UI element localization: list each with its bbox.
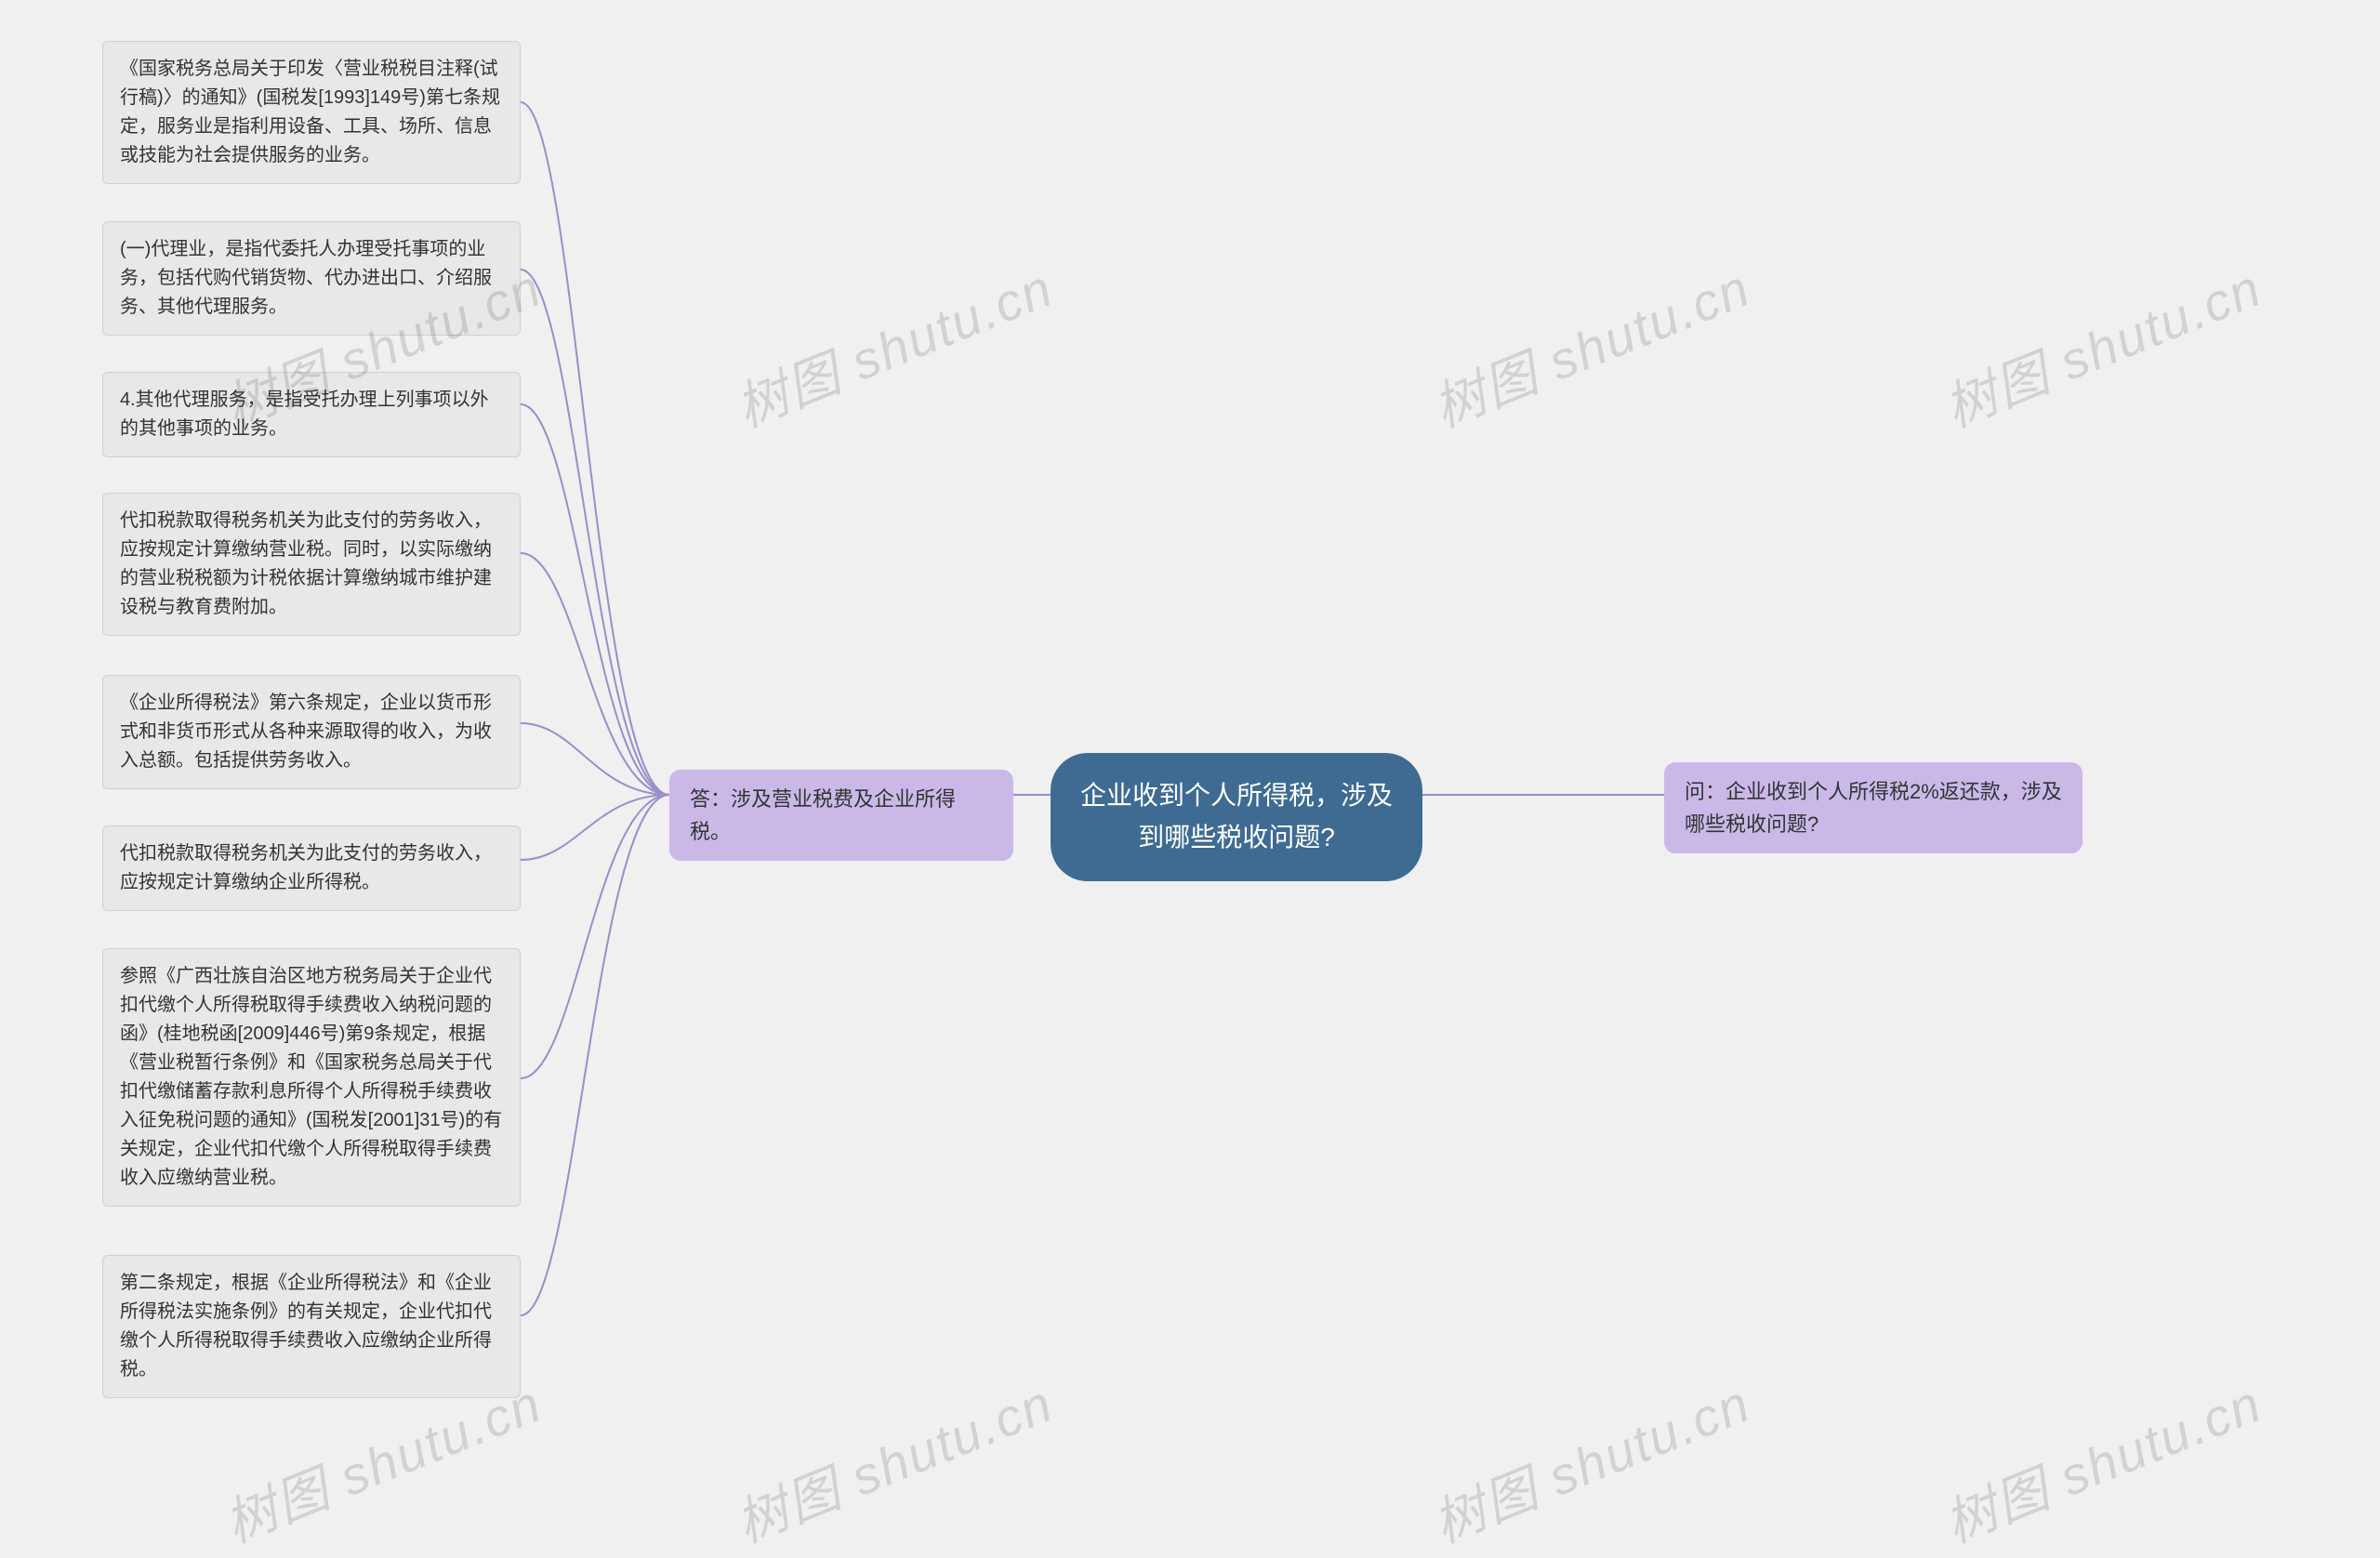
mindmap-canvas: 企业收到个人所得税，涉及到哪些税收问题? 问：企业收到个人所得税2%返还款，涉及… bbox=[0, 0, 2380, 1539]
leaf-node-6[interactable]: 参照《广西壮族自治区地方税务局关于企业代扣代缴个人所得税取得手续费收入纳税问题的… bbox=[102, 948, 521, 1207]
leaf-node-5[interactable]: 代扣税款取得税务机关为此支付的劳务收入，应按规定计算缴纳企业所得税。 bbox=[102, 825, 521, 911]
leaf-node-1[interactable]: (一)代理业，是指代委托人办理受托事项的业务，包括代购代销货物、代办进出口、介绍… bbox=[102, 221, 521, 336]
watermark: 树图 shutu.cn bbox=[1421, 1362, 1760, 1557]
watermark: 树图 shutu.cn bbox=[723, 246, 1063, 442]
watermark: 树图 shutu.cn bbox=[723, 1362, 1063, 1557]
leaf-node-0[interactable]: 《国家税务总局关于印发〈营业税税目注释(试行稿)〉的通知》(国税发[1993]1… bbox=[102, 41, 521, 184]
watermark: 树图 shutu.cn bbox=[1932, 246, 2271, 442]
right-branch-node[interactable]: 问：企业收到个人所得税2%返还款，涉及哪些税收问题? bbox=[1664, 762, 2082, 853]
leaf-node-7[interactable]: 第二条规定，根据《企业所得税法》和《企业所得税法实施条例》的有关规定，企业代扣代… bbox=[102, 1255, 521, 1398]
watermark: 树图 shutu.cn bbox=[1932, 1362, 2271, 1557]
center-node[interactable]: 企业收到个人所得税，涉及到哪些税收问题? bbox=[1051, 753, 1422, 881]
left-branch-node[interactable]: 答：涉及营业税费及企业所得税。 bbox=[669, 770, 1013, 861]
watermark: 树图 shutu.cn bbox=[1421, 246, 1760, 442]
leaf-node-3[interactable]: 代扣税款取得税务机关为此支付的劳务收入，应按规定计算缴纳营业税。同时，以实际缴纳… bbox=[102, 493, 521, 636]
leaf-node-2[interactable]: 4.其他代理服务，是指受托办理上列事项以外的其他事项的业务。 bbox=[102, 372, 521, 457]
leaf-node-4[interactable]: 《企业所得税法》第六条规定，企业以货币形式和非货币形式从各种来源取得的收入，为收… bbox=[102, 675, 521, 789]
